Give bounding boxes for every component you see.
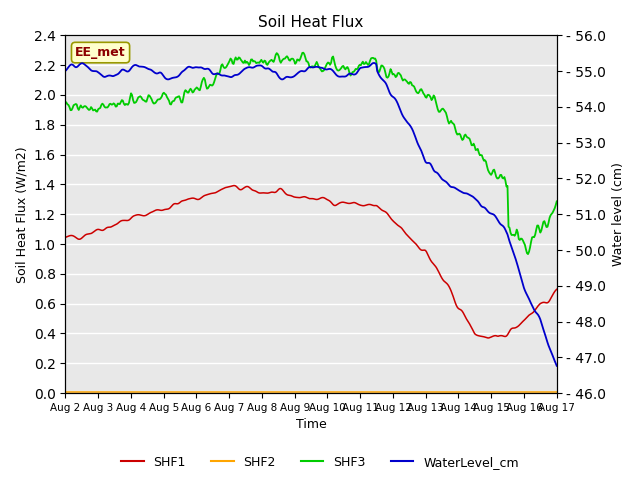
Text: EE_met: EE_met [76, 46, 126, 59]
X-axis label: Time: Time [296, 419, 326, 432]
Y-axis label: Soil Heat Flux (W/m2): Soil Heat Flux (W/m2) [15, 146, 28, 283]
Y-axis label: Water level (cm): Water level (cm) [612, 162, 625, 266]
Legend: SHF1, SHF2, SHF3, WaterLevel_cm: SHF1, SHF2, SHF3, WaterLevel_cm [116, 451, 524, 474]
Title: Soil Heat Flux: Soil Heat Flux [259, 15, 364, 30]
